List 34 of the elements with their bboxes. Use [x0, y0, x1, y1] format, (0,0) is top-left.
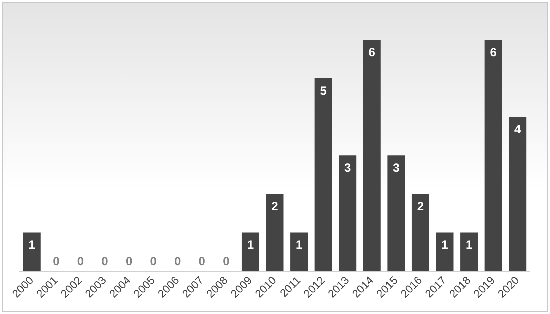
data-label: 2 [417, 200, 424, 214]
data-label: 2 [272, 200, 279, 214]
data-label: 0 [198, 254, 206, 269]
bar [388, 156, 406, 272]
bar [484, 40, 502, 272]
data-label: 0 [223, 254, 230, 269]
bar [290, 232, 308, 272]
bar [412, 194, 430, 272]
data-label: 0 [126, 254, 133, 269]
data-label: 4 [514, 122, 522, 136]
data-label: 5 [320, 84, 328, 98]
data-label: 1 [247, 238, 254, 252]
data-label: 1 [442, 238, 449, 252]
data-label: 6 [368, 45, 376, 60]
bar [436, 232, 454, 272]
bar [339, 156, 357, 272]
data-label: 1 [466, 238, 473, 252]
bar [266, 194, 284, 272]
data-label: 1 [296, 238, 303, 252]
data-label: 0 [102, 254, 109, 269]
data-label: 3 [344, 160, 352, 175]
data-label: 1 [28, 238, 36, 252]
bar [242, 232, 260, 272]
bar [509, 117, 527, 272]
data-label: 0 [150, 254, 158, 269]
data-label: 3 [393, 160, 400, 175]
bar [314, 78, 332, 272]
data-label: 0 [77, 254, 84, 269]
bar [460, 232, 478, 272]
data-label: 6 [490, 45, 498, 60]
data-label: 0 [174, 254, 182, 269]
bar [23, 232, 41, 272]
bar [363, 40, 381, 272]
data-label: 0 [53, 254, 60, 269]
